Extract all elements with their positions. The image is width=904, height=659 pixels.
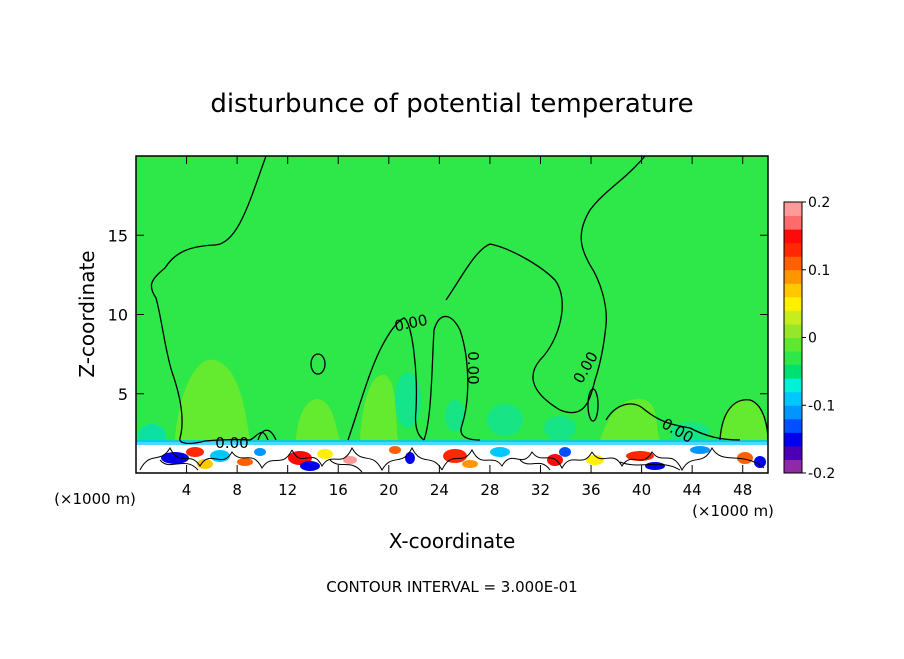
contour-zero-mid: [347, 317, 425, 441]
y-axis-label: Z-coordinate: [75, 250, 99, 377]
y-tick-label: 10: [108, 306, 128, 325]
colorbar-swatch: [784, 445, 802, 460]
contour-zero-left-bottom: [204, 431, 269, 442]
colorbar-swatch: [784, 323, 802, 338]
cyan-patch: [445, 400, 465, 432]
contour-zero-tiny: [257, 429, 277, 441]
colorbar-swatch: [784, 351, 802, 366]
contour-zero-left: [150, 156, 267, 445]
x-unit-right: (×1000 m): [692, 502, 774, 520]
colorbar-swatch: [784, 337, 802, 352]
colorbar-swatch: [784, 229, 802, 244]
x-tick-label: 48: [733, 481, 752, 499]
x-tick-label: 28: [480, 481, 499, 499]
contour-label: 0.00: [215, 434, 248, 452]
colorbar-tick-label: 0: [808, 331, 817, 347]
colorbar-swatch: [784, 459, 802, 474]
x-tick-label: 20: [379, 481, 398, 499]
light-green-region: [720, 399, 768, 440]
contour-lines: [150, 156, 768, 445]
x-axis: 4 8 12 16 20 24 28 32 36 40 44 48: [182, 156, 752, 499]
colorbar-swatch: [784, 364, 802, 379]
cyan-patch: [487, 404, 523, 436]
x-tick-label: 24: [430, 481, 449, 499]
colorbar-tick-label: 0.2: [808, 195, 830, 211]
colorbar-swatch: [784, 378, 802, 393]
x-tick-label: 12: [278, 481, 297, 499]
colorbar-tick-label: -0.2: [808, 466, 835, 482]
cyan-patch: [670, 422, 710, 442]
colorbar-swatch: [784, 405, 802, 420]
contour-zero-right: [605, 403, 741, 441]
x-axis-label: X-coordinate: [389, 529, 516, 553]
x-tick-label: 32: [531, 481, 550, 499]
x-tick-label: 4: [182, 481, 192, 499]
chart-title: disturbunce of potential temperature: [210, 89, 693, 119]
x-tick-label: 36: [581, 481, 600, 499]
colorbar-swatch: [784, 215, 802, 230]
light-green-region: [360, 374, 398, 440]
cyan-patch: [544, 416, 576, 440]
colorbar-swatch: [784, 310, 802, 325]
y-tick-label: 5: [118, 385, 128, 404]
light-green-region: [296, 399, 340, 440]
boundary-contours: [139, 446, 765, 473]
colorbar: 0.2 0.1 0 -0.1 -0.2: [783, 195, 835, 482]
boundary-layer-top: [136, 440, 768, 445]
colorbar-swatch: [784, 256, 802, 271]
contour-interval-note: CONTOUR INTERVAL = 3.000E-01: [326, 578, 577, 596]
plot-area: 0.00 0.00 0.00 0.00 0.00: [136, 156, 768, 473]
colorbar-tick-label: 0.1: [808, 263, 830, 279]
colorbar-swatch: [784, 269, 802, 284]
colorbar-swatch: [784, 283, 802, 298]
light-green-region: [175, 359, 250, 440]
contour-zero-far-right: [719, 399, 768, 441]
colorbar-swatch: [784, 202, 802, 217]
colorbar-swatch: [784, 418, 802, 433]
y-axis: 5 10 15: [108, 226, 768, 404]
contour-zero-small: [587, 388, 599, 422]
contour-zero-mid-2: [423, 315, 481, 441]
x-tick-label: 8: [232, 481, 242, 499]
colorbar-swatch: [784, 242, 802, 257]
colorbar-swatch: [784, 391, 802, 406]
x-tick-label: 16: [329, 481, 348, 499]
colorbar-tick-label: -0.1: [808, 398, 835, 414]
y-tick-label: 15: [108, 226, 128, 245]
contour-zero-dome: [445, 156, 646, 414]
x-unit-left: (×1000 m): [54, 490, 136, 508]
contour-label: 0.00: [464, 351, 482, 384]
colorbar-swatch: [784, 432, 802, 447]
contour-zero-small: [310, 353, 326, 375]
cyan-patch: [395, 372, 421, 428]
colorbar-swatch: [784, 296, 802, 311]
boundary-blobs: [161, 446, 766, 471]
x-tick-label: 40: [632, 481, 651, 499]
x-tick-label: 44: [683, 481, 702, 499]
